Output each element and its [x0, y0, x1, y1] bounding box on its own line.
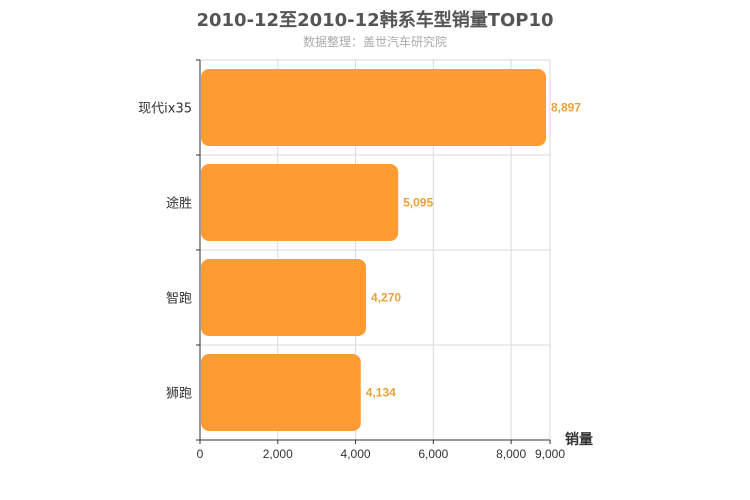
x-tick-label-1: 2,000 — [263, 447, 293, 461]
chart-title: 2010-12至2010-12韩系车型销量TOP10 — [196, 10, 554, 31]
y-tick-label-3: 狮跑 — [166, 387, 192, 402]
data-label-3: 4,134 — [366, 386, 396, 400]
y-tick-label-0: 现代ix35 — [138, 102, 192, 117]
bar-0 — [201, 69, 546, 146]
x-axis-title: 销量 — [565, 431, 593, 448]
chart-subtitle: 数据整理：盖世汽车研究院 — [302, 35, 447, 49]
bar-2 — [201, 259, 367, 336]
bar-3 — [201, 354, 361, 431]
x-tick-label-0: 0 — [197, 447, 204, 461]
bar-1 — [201, 164, 399, 241]
x-tick-label-4: 8,000 — [496, 447, 526, 461]
data-label-0: 8,897 — [551, 101, 581, 115]
x-tick-label-2: 4,000 — [341, 447, 371, 461]
x-tick-label-3: 6,000 — [418, 447, 448, 461]
y-tick-label-1: 途胜 — [166, 196, 192, 212]
data-label-1: 5,095 — [403, 196, 433, 210]
y-tick-label-2: 智跑 — [166, 292, 192, 307]
data-label-2: 4,270 — [371, 291, 401, 305]
x-tick-label-5: 9,000 — [535, 447, 565, 461]
